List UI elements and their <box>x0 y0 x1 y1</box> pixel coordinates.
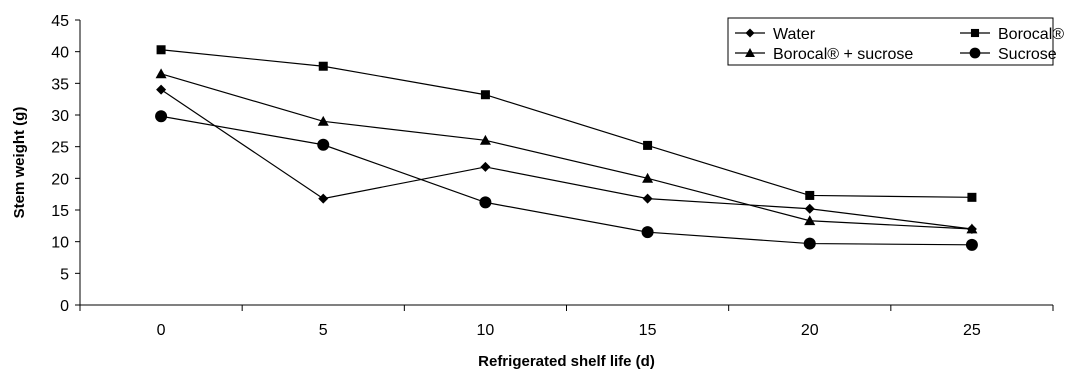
legend-marker-triangle <box>745 48 755 57</box>
data-point-triangle <box>642 172 654 183</box>
series-line <box>160 73 972 230</box>
data-point-diamond <box>804 203 815 214</box>
legend-item: Borocal® <box>960 26 1064 43</box>
series-borocal-sucrose <box>155 68 978 234</box>
data-point-triangle <box>317 115 329 126</box>
data-point-square <box>805 190 815 200</box>
legend-marker-square <box>970 28 980 38</box>
x-axis-title: Refrigerated shelf life (d) <box>478 353 655 370</box>
legend-box <box>727 17 1054 66</box>
x-tick-label: 20 <box>801 322 819 339</box>
y-tick-label: 10 <box>51 235 69 252</box>
data-point-diamond <box>480 161 491 172</box>
data-point-triangle <box>479 134 491 145</box>
data-point-square <box>318 61 328 71</box>
y-axis-title: Stem weight (g) <box>11 107 28 219</box>
data-point-circle <box>965 238 978 251</box>
series-line <box>160 115 972 246</box>
legend-label: Sucrose <box>998 46 1057 63</box>
y-tick-label: 15 <box>51 203 69 220</box>
x-axis-ticks: 0 5 10 15 20 25 <box>79 305 1054 339</box>
data-point-circle <box>641 226 654 239</box>
x-tick-label: 10 <box>477 322 495 339</box>
data-point-diamond <box>642 193 653 204</box>
data-point-triangle <box>155 68 167 79</box>
data-point-square <box>156 45 166 55</box>
data-point-square <box>967 192 977 202</box>
legend-label: Borocal® <box>998 26 1064 43</box>
y-tick-label: 40 <box>51 45 69 62</box>
data-point-diamond <box>318 193 329 204</box>
x-tick-label: 5 <box>319 322 328 339</box>
series-line <box>160 89 972 230</box>
legend-item: Water <box>735 26 816 43</box>
y-tick-label: 35 <box>51 76 69 93</box>
data-point-triangle <box>804 215 816 226</box>
data-point-circle <box>803 237 816 250</box>
legend-label: Borocal® + sucrose <box>773 46 913 63</box>
y-tick-label: 45 <box>51 13 69 30</box>
legend: Water Borocal® Borocal® + sucrose Sucrose <box>727 17 1064 66</box>
data-point-triangle <box>966 223 978 234</box>
x-tick-label: 25 <box>963 322 981 339</box>
y-tick-label: 5 <box>60 266 69 283</box>
x-tick-label: 0 <box>157 322 166 339</box>
legend-item: Sucrose <box>960 46 1057 63</box>
x-tick-label: 15 <box>639 322 657 339</box>
data-point-square <box>643 140 653 150</box>
data-point-circle <box>317 138 330 151</box>
series-group <box>155 45 978 251</box>
legend-marker-circle <box>969 47 981 59</box>
y-tick-label: 20 <box>51 171 69 188</box>
series-water <box>156 84 977 234</box>
legend-item: Borocal® + sucrose <box>735 46 913 63</box>
series-borocal <box>156 45 977 202</box>
legend-label: Water <box>773 26 816 43</box>
data-point-square <box>480 90 490 100</box>
data-point-circle <box>479 196 492 209</box>
y-tick-label: 30 <box>51 108 69 125</box>
series-line <box>161 49 972 198</box>
data-point-circle <box>155 110 168 123</box>
series-sucrose <box>155 110 978 251</box>
y-axis-ticks: 0 5 10 15 20 25 30 35 40 45 <box>51 13 80 315</box>
data-point-diamond <box>156 84 167 95</box>
legend-marker-diamond <box>745 28 755 38</box>
y-tick-label: 0 <box>60 298 69 315</box>
y-tick-label: 25 <box>51 140 69 157</box>
